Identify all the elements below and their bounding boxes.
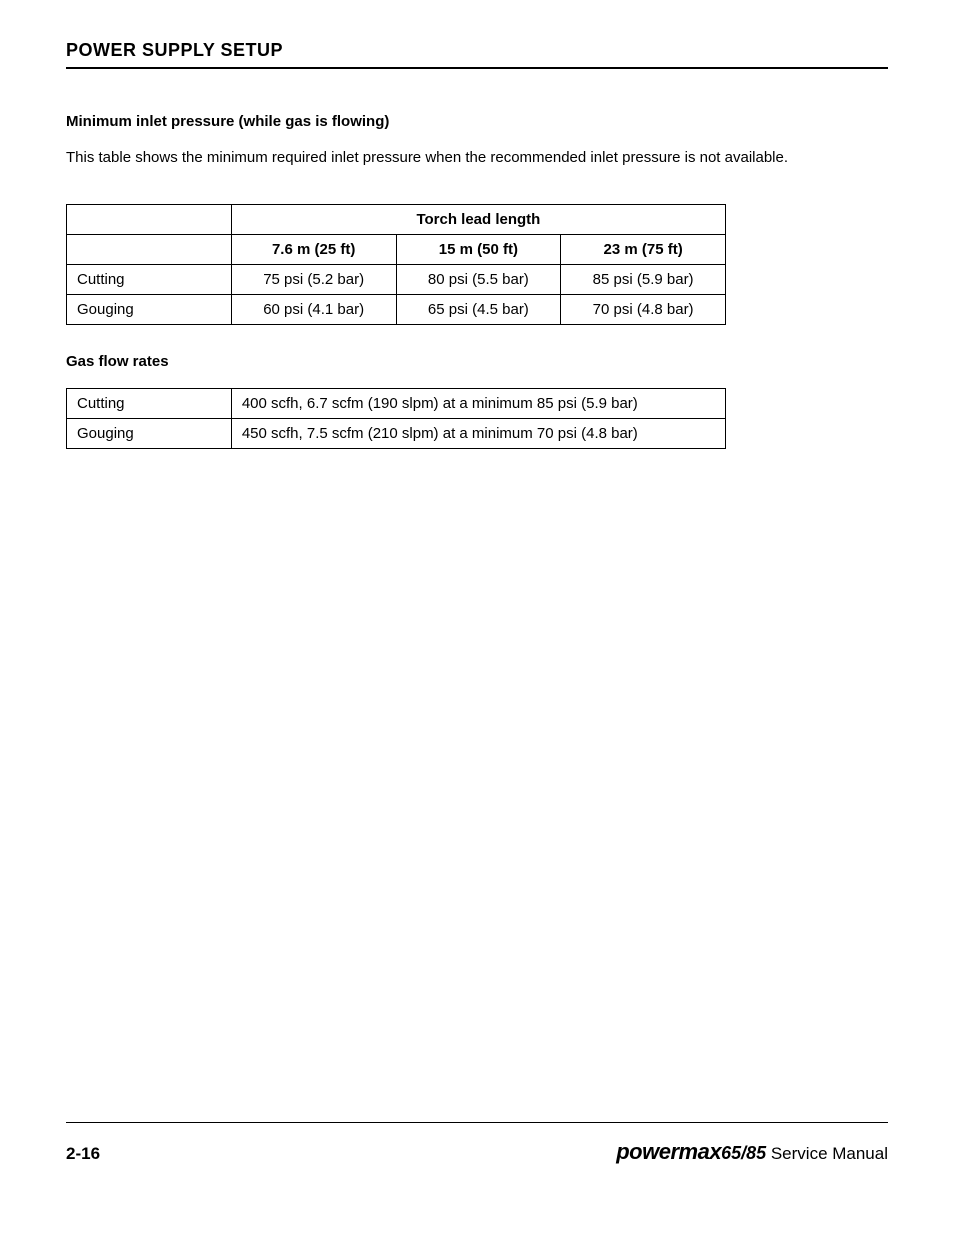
page-number: 2-16	[66, 1144, 100, 1164]
row-label: Gouging	[67, 419, 232, 449]
cell: 450 scfh, 7.5 scfm (210 slpm) at a minim…	[231, 419, 725, 449]
col-header: 7.6 m (25 ft)	[231, 235, 396, 265]
section-title: POWER SUPPLY SETUP	[66, 40, 888, 69]
cell: 75 psi (5.2 bar)	[231, 265, 396, 295]
minimum-pressure-intro: This table shows the minimum required in…	[66, 148, 888, 168]
col-header: 15 m (50 ft)	[396, 235, 561, 265]
cell: 65 psi (4.5 bar)	[396, 295, 561, 325]
row-label: Cutting	[67, 265, 232, 295]
page: POWER SUPPLY SETUP Minimum inlet pressur…	[0, 0, 954, 1235]
col-header: 23 m (75 ft)	[561, 235, 726, 265]
table-row: Gouging 60 psi (4.1 bar) 65 psi (4.5 bar…	[67, 295, 726, 325]
table-row: Gouging 450 scfh, 7.5 scfm (210 slpm) at…	[67, 419, 726, 449]
cell: 400 scfh, 6.7 scfm (190 slpm) at a minim…	[231, 389, 725, 419]
gas-flow-heading: Gas flow rates	[66, 353, 888, 370]
flow-table: Cutting 400 scfh, 6.7 scfm (190 slpm) at…	[66, 388, 726, 449]
brand-model: 65/85	[721, 1143, 766, 1163]
empty-cell	[67, 235, 232, 265]
page-footer: 2-16 powermax65/85 Service Manual	[66, 1122, 888, 1165]
table-row: Cutting 400 scfh, 6.7 scfm (190 slpm) at…	[67, 389, 726, 419]
brand-name: powermax	[616, 1139, 721, 1164]
footer-title: powermax65/85 Service Manual	[616, 1139, 888, 1165]
doc-type: Service Manual	[766, 1144, 888, 1163]
minimum-pressure-heading: Minimum inlet pressure (while gas is flo…	[66, 113, 888, 130]
pressure-table: Torch lead length 7.6 m (25 ft) 15 m (50…	[66, 204, 726, 325]
empty-cell	[67, 205, 232, 235]
table-row: Cutting 75 psi (5.2 bar) 80 psi (5.5 bar…	[67, 265, 726, 295]
torch-lead-length-header: Torch lead length	[231, 205, 725, 235]
cell: 60 psi (4.1 bar)	[231, 295, 396, 325]
row-label: Gouging	[67, 295, 232, 325]
cell: 80 psi (5.5 bar)	[396, 265, 561, 295]
cell: 85 psi (5.9 bar)	[561, 265, 726, 295]
row-label: Cutting	[67, 389, 232, 419]
table-row: Torch lead length	[67, 205, 726, 235]
table-row: 7.6 m (25 ft) 15 m (50 ft) 23 m (75 ft)	[67, 235, 726, 265]
cell: 70 psi (4.8 bar)	[561, 295, 726, 325]
